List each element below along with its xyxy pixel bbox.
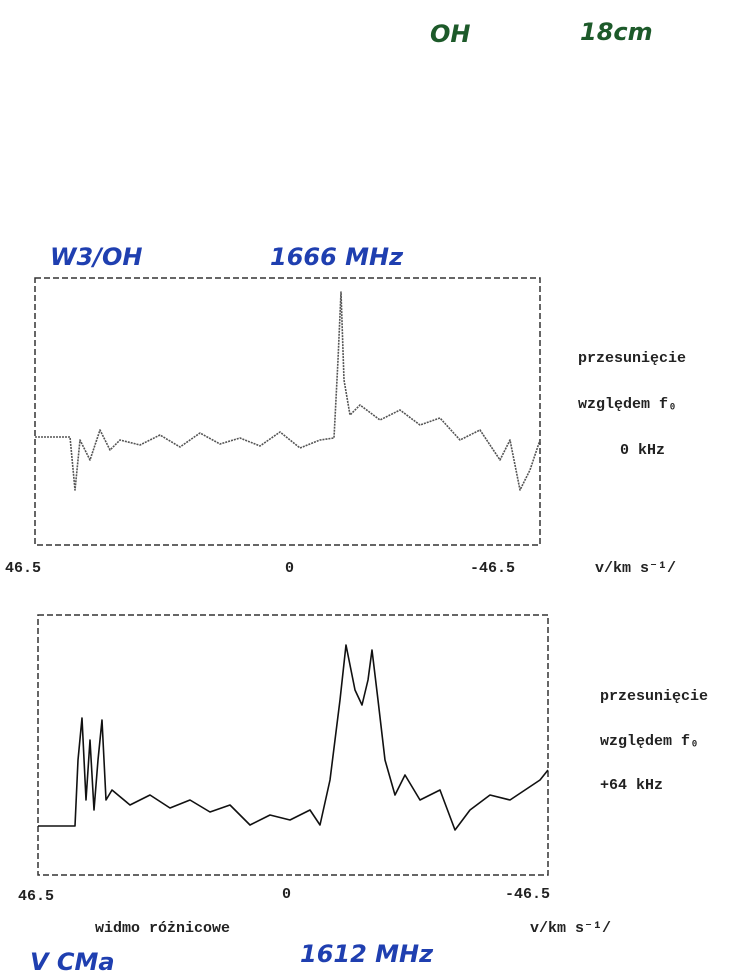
shift-text: względem f₀: [578, 396, 677, 413]
axis-label: 46.5: [5, 560, 41, 577]
shift-text: względem f₀: [600, 733, 699, 750]
axis-label: -46.5: [470, 560, 515, 577]
plot-frame: [37, 614, 549, 876]
source: W3/OH: [50, 243, 142, 271]
molecule: OH: [430, 20, 471, 48]
source: V CMa: [30, 948, 115, 976]
spectrum-trace: [35, 291, 541, 491]
axis-label: 0: [282, 886, 291, 903]
axis-unit: v/km s⁻¹/: [530, 920, 611, 937]
frequency: 1666 MHz: [270, 243, 404, 271]
shift-text: 0 kHz: [620, 442, 665, 459]
plot-frame: [34, 277, 541, 546]
axis-label: 0: [285, 560, 294, 577]
spectrum-trace: [38, 644, 549, 831]
band: 18cm: [580, 18, 653, 46]
shift-text: przesunięcie: [600, 688, 708, 705]
frequency: 1612 MHz: [300, 940, 434, 968]
axis-label: -46.5: [505, 886, 550, 903]
axis-label: 46.5: [18, 888, 54, 905]
axis-unit: v/km s⁻¹/: [595, 560, 676, 577]
shift-text: +64 kHz: [600, 777, 663, 794]
shift-text: przesunięcie: [578, 350, 686, 367]
caption: widmo różnicowe: [95, 920, 230, 937]
